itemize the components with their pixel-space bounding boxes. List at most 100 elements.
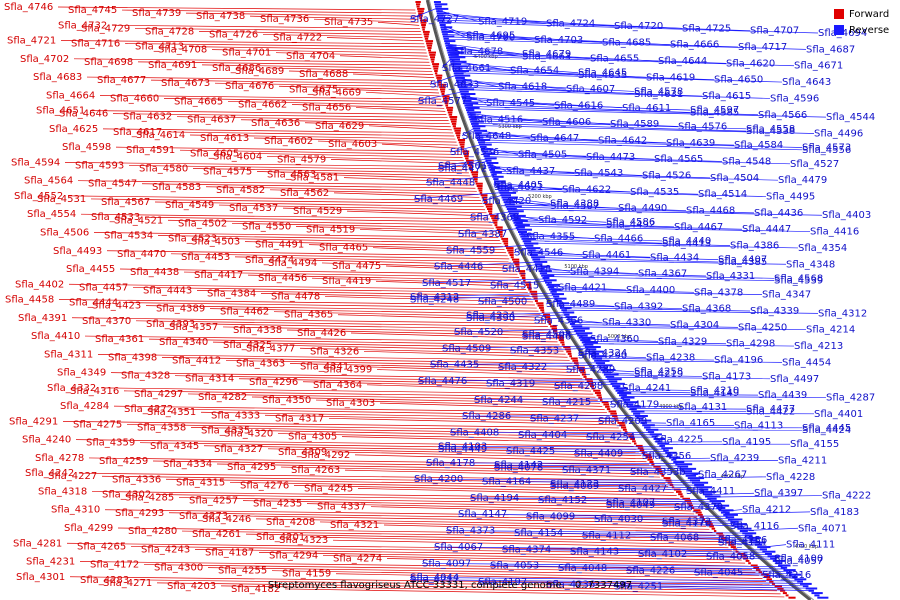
reverse-label-leader: [460, 86, 703, 97]
reverse-gene-label: Sfla_4367: [638, 269, 687, 280]
forward-label-leader: [229, 481, 671, 490]
forward-label-leader: [207, 567, 759, 576]
forward-gene-label: Sfla_4364: [313, 380, 362, 391]
reverse-gene-label: Sfla_4239: [710, 453, 759, 464]
forward-label-leader: [359, 229, 497, 235]
reverse-label-leader: [499, 187, 699, 195]
reverse-label-leader: [521, 333, 579, 338]
reverse-gene-label: Sfla_4211: [778, 456, 827, 467]
reverse-label-leader: [649, 537, 753, 541]
reverse-gene-label: Sfla_4446: [434, 262, 483, 273]
forward-label-leader: [132, 286, 528, 294]
reverse-label-leader: [461, 89, 771, 99]
tick-label: 5300 kbp: [498, 124, 522, 130]
forward-label-leader: [67, 195, 481, 201]
reverse-label-leader: [525, 516, 730, 520]
reverse-gene-label: Sfla_4173: [702, 371, 751, 382]
forward-label-leader: [218, 204, 486, 211]
reverse-label-leader: [454, 69, 715, 81]
forward-label-leader: [289, 363, 576, 370]
forward-gene-label: Sfla_4722: [273, 32, 322, 43]
forward-gene-label: Sfla_4296: [249, 377, 298, 388]
reverse-gene-label: Sfla_4654: [510, 65, 559, 76]
reverse-gene-label: Sfla_4687: [806, 44, 855, 55]
reverse-gene-label: Sfla_4418: [502, 264, 551, 275]
forward-label-leader: [341, 436, 632, 444]
reverse-gene-label: Sfla_4409: [574, 449, 623, 460]
reverse-gene-label: Sfla_4448: [426, 178, 475, 189]
forward-gene-label: Sfla_4728: [145, 26, 194, 37]
reverse-gene-label: Sfla_4379: [674, 502, 723, 513]
forward-label-leader: [78, 472, 663, 481]
forward-gene-label: Sfla_4321: [330, 520, 379, 531]
reverse-label-leader: [706, 492, 755, 496]
reverse-label-leader: [477, 134, 667, 144]
reverse-label-leader: [559, 302, 615, 307]
forward-label-leader: [75, 439, 634, 447]
reverse-label-leader: [437, 158, 487, 167]
reverse-label-leader: [441, 24, 467, 36]
forward-label-leader: [68, 283, 527, 290]
reverse-gene-label: Sfla_4517: [422, 278, 471, 289]
forward-gene-label: Sfla_4311: [44, 349, 93, 360]
forward-label-leader: [331, 451, 644, 459]
reverse-gene-label: Sfla_4366: [534, 315, 583, 326]
forward-label-leader: [152, 460, 652, 469]
forward-gene-label: Sfla_4575: [203, 167, 252, 178]
reverse-gene-label: Sfla_4209: [598, 416, 647, 427]
reverse-gene-label: Sfla_4427: [618, 484, 667, 495]
reverse-gene-label: Sfla_4324: [578, 348, 627, 359]
reverse-label-leader: [488, 163, 507, 172]
forward-gene-label: Sfla_4299: [64, 523, 113, 534]
reverse-gene-label: Sfla_4111: [786, 540, 835, 551]
forward-gene-label: Sfla_4317: [275, 413, 324, 424]
genome-caption: Streptomyces flavogriseus ATCC 33331, co…: [267, 580, 633, 591]
tick-label: 4700 kbp: [795, 544, 819, 550]
forward-gene-label: Sfla_4698: [84, 57, 133, 68]
forward-label-leader: [311, 277, 523, 284]
forward-label-leader: [119, 268, 518, 275]
forward-label-leader: [66, 542, 732, 552]
forward-label-leader: [322, 555, 746, 564]
reverse-label-leader: [453, 65, 579, 76]
forward-label-leader: [167, 219, 493, 226]
reverse-label-leader: [773, 560, 780, 565]
forward-label-leader: [354, 454, 647, 463]
reverse-gene-label: Sfla_4486: [522, 332, 571, 343]
reverse-label-leader: [613, 586, 812, 591]
reverse-label-leader: [577, 352, 592, 356]
reverse-label-leader: [541, 400, 626, 403]
reverse-gene-label: Sfla_4353b: [630, 467, 686, 478]
forward-gene-label: Sfla_4359: [86, 438, 135, 449]
reverse-label-leader: [485, 156, 791, 165]
reverse-gene-label: Sfla_4573: [802, 142, 851, 153]
reverse-gene-label: Sfla_4286: [462, 411, 511, 422]
forward-label-leader: [243, 152, 463, 158]
forward-label-leader: [375, 280, 525, 287]
forward-gene-label: Sfla_4519: [306, 224, 355, 235]
reverse-gene-label: Sfla_4371: [562, 465, 611, 476]
forward-label-leader: [90, 198, 483, 204]
forward-gene-label: Sfla_4363: [236, 358, 285, 369]
forward-gene-label: Sfla_4245: [304, 483, 353, 494]
forward-label-leader: [309, 536, 726, 546]
forward-label-leader: [320, 174, 472, 180]
reverse-gene-label: Sfla_4210: [690, 385, 739, 396]
forward-label-leader: [86, 76, 436, 82]
reverse-gene-label: Sfla_4536: [450, 147, 499, 158]
reverse-label-leader: [542, 273, 775, 279]
reverse-gene-label: Sfla_4347: [762, 290, 811, 301]
reverse-label-leader: [467, 108, 827, 118]
reverse-label-leader: [722, 509, 743, 512]
forward-gene-label: Sfla_4384: [207, 288, 256, 299]
reverse-label-leader: [409, 292, 554, 298]
forward-label-leader: [165, 478, 669, 487]
reverse-gene-label: Sfla_4472: [438, 164, 487, 175]
forward-gene-label: Sfla_4629: [315, 121, 364, 132]
forward-gene-label: Sfla_4550: [242, 221, 291, 232]
reverse-gene-label: Sfla_4411: [686, 486, 735, 497]
reverse-label-leader: [708, 495, 823, 498]
reverse-gene-label: Sfla_4330: [602, 318, 651, 329]
reverse-gene-label: Sfla_4165: [666, 418, 715, 429]
reverse-label-leader: [583, 340, 727, 345]
